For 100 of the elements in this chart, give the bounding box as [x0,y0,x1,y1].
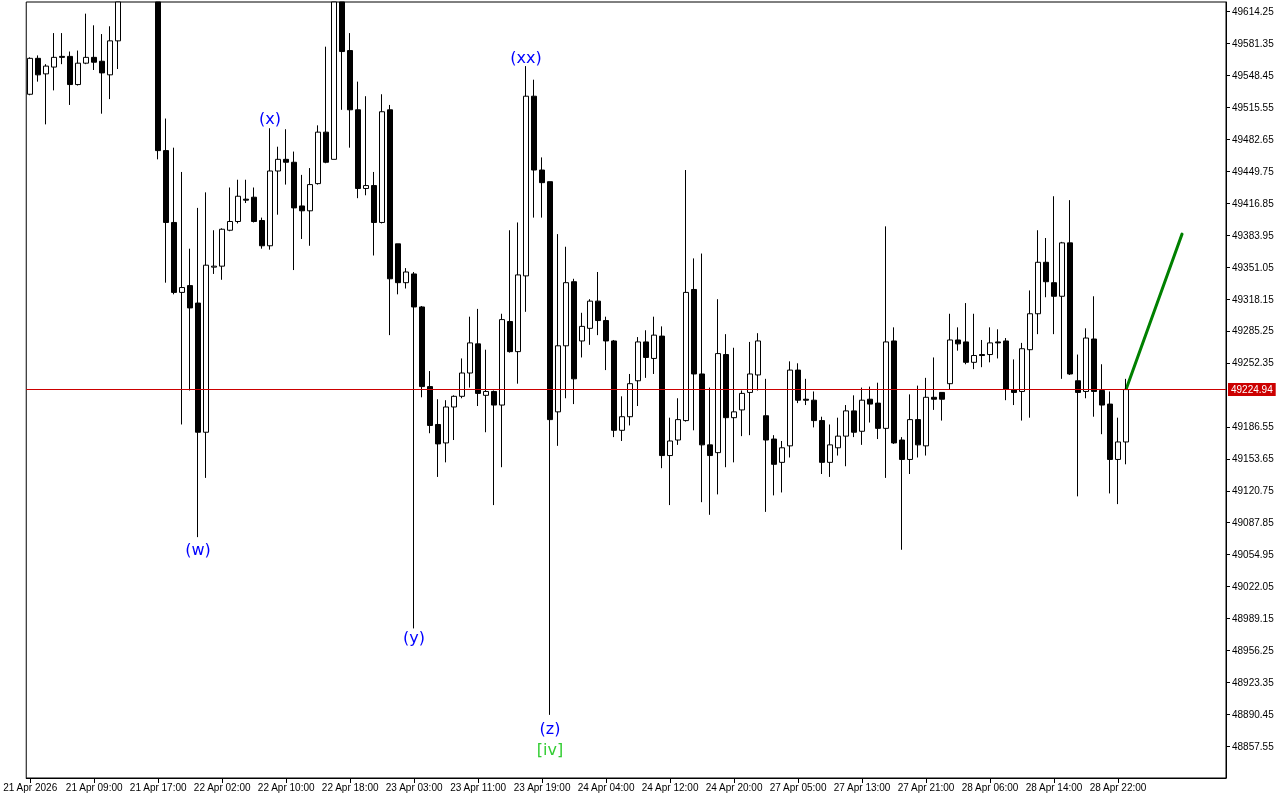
candlestick [1123,378,1129,465]
candlestick [75,50,81,87]
candlestick [171,147,177,295]
candlestick [51,32,57,91]
x-tick-label: 27 Apr 21:00 [897,781,955,793]
annotation: (z) [539,718,561,738]
candlestick [907,393,913,475]
x-tick-label: 22 Apr 18:00 [321,781,379,793]
y-tick-label: 49252.35 [1232,357,1275,369]
annotation: (xx) [510,47,542,67]
candlestick [283,128,289,186]
candlestick [315,124,321,186]
candlestick [1075,354,1081,497]
candlestick [955,326,961,352]
candlestick [1035,229,1041,335]
candlestick [443,399,449,463]
candlestick [99,33,105,115]
candlestick [883,225,889,479]
candlestick [1099,363,1105,435]
candlestick [587,298,593,346]
y-tick-label: 49449.75 [1232,165,1275,177]
candlestick [979,339,985,368]
candlestick [387,104,393,336]
candlestick [435,398,441,478]
y-tick-label: 48857.55 [1232,740,1275,752]
x-tick-label: 21 Apr 2026 [3,781,58,793]
candlestick [355,81,361,199]
candlestick [1003,337,1009,401]
candlestick [803,378,809,406]
candlestick [83,13,89,65]
x-tick-label: 21 Apr 09:00 [65,781,124,793]
candlestick [179,171,185,425]
candlestick [67,51,73,106]
candlestick [459,357,465,399]
candlestick [1067,199,1073,376]
candlestick [187,248,193,391]
x-tick-label: 23 Apr 11:00 [450,781,507,793]
y-tick-label: 49087.85 [1232,517,1275,529]
candlestick [227,187,233,232]
y-tick-label: 49153.65 [1232,453,1275,465]
ref-line-label: 49224.94 [1231,384,1274,396]
candlestick [595,271,601,336]
x-tick-label: 23 Apr 03:00 [385,781,443,793]
candlestick [35,54,41,83]
candlestick [547,181,553,716]
candlestick [779,440,785,493]
candlestick [299,174,305,240]
candlestick [243,179,249,204]
candlestick [715,298,721,495]
candlestick [211,229,217,275]
y-tick-label: 48923.35 [1232,676,1275,688]
candlestick [787,360,793,458]
candlestick [267,127,273,251]
candlestick [1011,358,1017,406]
candlestick [667,417,673,506]
candlestick [851,394,857,438]
candlestick [467,316,473,389]
y-tick-label: 49120.75 [1232,485,1275,497]
x-tick-label: 22 Apr 02:00 [193,781,251,793]
candlestick [219,227,225,281]
candlestick [707,387,713,516]
candlestick [203,191,209,479]
x-tick-label: 27 Apr 13:00 [833,781,891,793]
candlestick [795,362,801,404]
annotation: [iv] [536,739,564,759]
candlestick [603,316,609,371]
candlestick [923,377,929,457]
candlestick [987,326,993,363]
candlestick [291,151,297,271]
candlestick [235,179,241,224]
candlestick [163,118,169,284]
candlestick [107,25,113,100]
candlestick [563,246,569,399]
candlestick [419,305,425,398]
candlestick [91,24,97,71]
annotation: (x) [259,108,281,128]
x-tick-label: 23 Apr 19:00 [513,781,571,793]
x-tick-label: 24 Apr 20:00 [705,781,763,793]
candlestick [1051,195,1057,335]
y-tick-label: 49186.55 [1232,421,1275,433]
candlestick [403,267,409,290]
candlestick [931,356,937,411]
candlestick [691,257,697,431]
candlestick [1107,390,1113,494]
candlestick [523,65,529,313]
candlestick [675,397,681,446]
candlestick [251,187,257,223]
y-tick-label: 49548.45 [1232,69,1275,81]
x-tick-label: 24 Apr 12:00 [641,781,699,793]
candlestick [451,394,457,441]
x-tick-label: 27 Apr 05:00 [769,781,827,793]
annotation: (w) [185,539,211,559]
candlestick [411,271,417,629]
candlestick [619,395,625,442]
candlestick [843,404,849,467]
candlestick [915,385,921,458]
candlestick [1027,289,1033,419]
candlestick [827,423,833,478]
candlestick [699,253,705,503]
candlestick [395,243,401,295]
